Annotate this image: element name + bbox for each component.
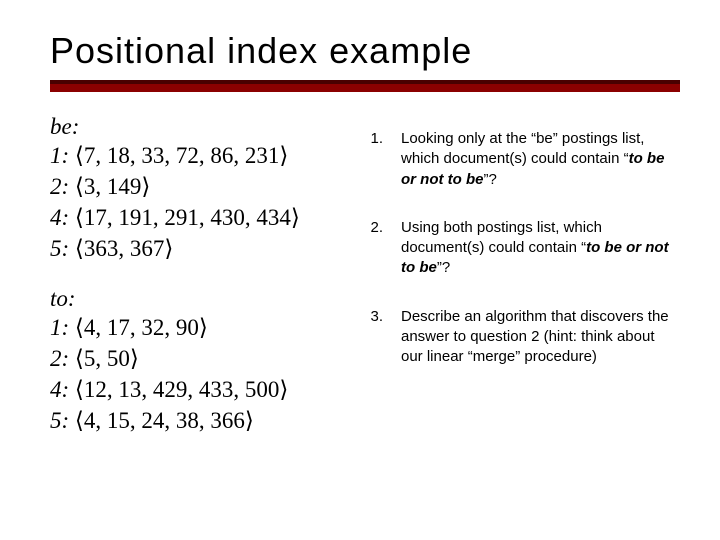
q-text: Using both postings list, which document… [401, 218, 680, 279]
postings-column: be: 1: ⟨7, 18, 33, 72, 86, 231⟩ 2: ⟨3, 1… [50, 114, 345, 458]
content-area: be: 1: ⟨7, 18, 33, 72, 86, 231⟩ 2: ⟨3, 1… [50, 114, 680, 458]
positions: 12, 13, 429, 433, 500 [84, 377, 280, 402]
posting-be-4: 4: ⟨17, 191, 291, 430, 434⟩ [50, 202, 345, 233]
term-block-be: be: 1: ⟨7, 18, 33, 72, 86, 231⟩ 2: ⟨3, 1… [50, 114, 345, 264]
posting-be-5: 5: ⟨363, 367⟩ [50, 233, 345, 264]
docid: 5 [50, 236, 62, 261]
angle-r: ⟩ [141, 174, 150, 199]
q-pre: Using both postings list, which document… [401, 219, 602, 256]
positions: 7, 18, 33, 72, 86, 231 [84, 143, 280, 168]
angle-r: ⟩ [245, 408, 254, 433]
colon: : [68, 286, 76, 311]
docid: 1 [50, 315, 62, 340]
docid: 4 [50, 377, 62, 402]
positions: 5, 50 [84, 346, 130, 371]
positions: 363, 367 [84, 236, 165, 261]
term-to: to [50, 286, 68, 311]
angle-l: ⟨ [75, 408, 84, 433]
term-block-to: to: 1: ⟨4, 17, 32, 90⟩ 2: ⟨5, 50⟩ 4: ⟨12… [50, 286, 345, 436]
colon: : [72, 114, 80, 139]
posting-to-2: 2: ⟨5, 50⟩ [50, 343, 345, 374]
q-text: Describe an algorithm that discovers the… [401, 307, 680, 368]
angle-l: ⟨ [75, 143, 84, 168]
slide-title: Positional index example [50, 30, 680, 72]
q-text: Looking only at the “be” postings list, … [401, 129, 680, 190]
docid: 2 [50, 346, 62, 371]
docid: 5 [50, 408, 62, 433]
question-1: 1. Looking only at the “be” postings lis… [365, 129, 680, 190]
q-number: 2. [365, 218, 383, 279]
angle-l: ⟨ [75, 236, 84, 261]
question-2: 2. Using both postings list, which docum… [365, 218, 680, 279]
q-pre: Looking only at the “be” postings list, … [401, 130, 644, 167]
posting-to-4: 4: ⟨12, 13, 429, 433, 500⟩ [50, 374, 345, 405]
angle-l: ⟨ [75, 315, 84, 340]
angle-l: ⟨ [75, 346, 84, 371]
q-number: 3. [365, 307, 383, 368]
positions: 4, 17, 32, 90 [84, 315, 199, 340]
q-post: ”? [437, 259, 450, 276]
positions: 17, 191, 291, 430, 434 [84, 205, 291, 230]
angle-r: ⟩ [279, 377, 288, 402]
angle-r: ⟩ [291, 205, 300, 230]
question-3: 3. Describe an algorithm that discovers … [365, 307, 680, 368]
angle-l: ⟨ [75, 205, 84, 230]
term-be: be [50, 114, 72, 139]
angle-r: ⟩ [130, 346, 139, 371]
posting-be-2: 2: ⟨3, 149⟩ [50, 171, 345, 202]
posting-to-1: 1: ⟨4, 17, 32, 90⟩ [50, 312, 345, 343]
angle-r: ⟩ [279, 143, 288, 168]
title-rule [50, 80, 680, 92]
docid: 4 [50, 205, 62, 230]
docid: 1 [50, 143, 62, 168]
positions: 4, 15, 24, 38, 366 [84, 408, 245, 433]
angle-r: ⟩ [199, 315, 208, 340]
angle-l: ⟨ [75, 174, 84, 199]
question-list: 1. Looking only at the “be” postings lis… [365, 129, 680, 367]
docid: 2 [50, 174, 62, 199]
positions: 3, 149 [84, 174, 142, 199]
posting-to-5: 5: ⟨4, 15, 24, 38, 366⟩ [50, 405, 345, 436]
angle-r: ⟩ [164, 236, 173, 261]
posting-be-1: 1: ⟨7, 18, 33, 72, 86, 231⟩ [50, 140, 345, 171]
questions-column: 1. Looking only at the “be” postings lis… [365, 114, 680, 458]
q-post: ”? [484, 171, 497, 188]
angle-l: ⟨ [75, 377, 84, 402]
q-number: 1. [365, 129, 383, 190]
